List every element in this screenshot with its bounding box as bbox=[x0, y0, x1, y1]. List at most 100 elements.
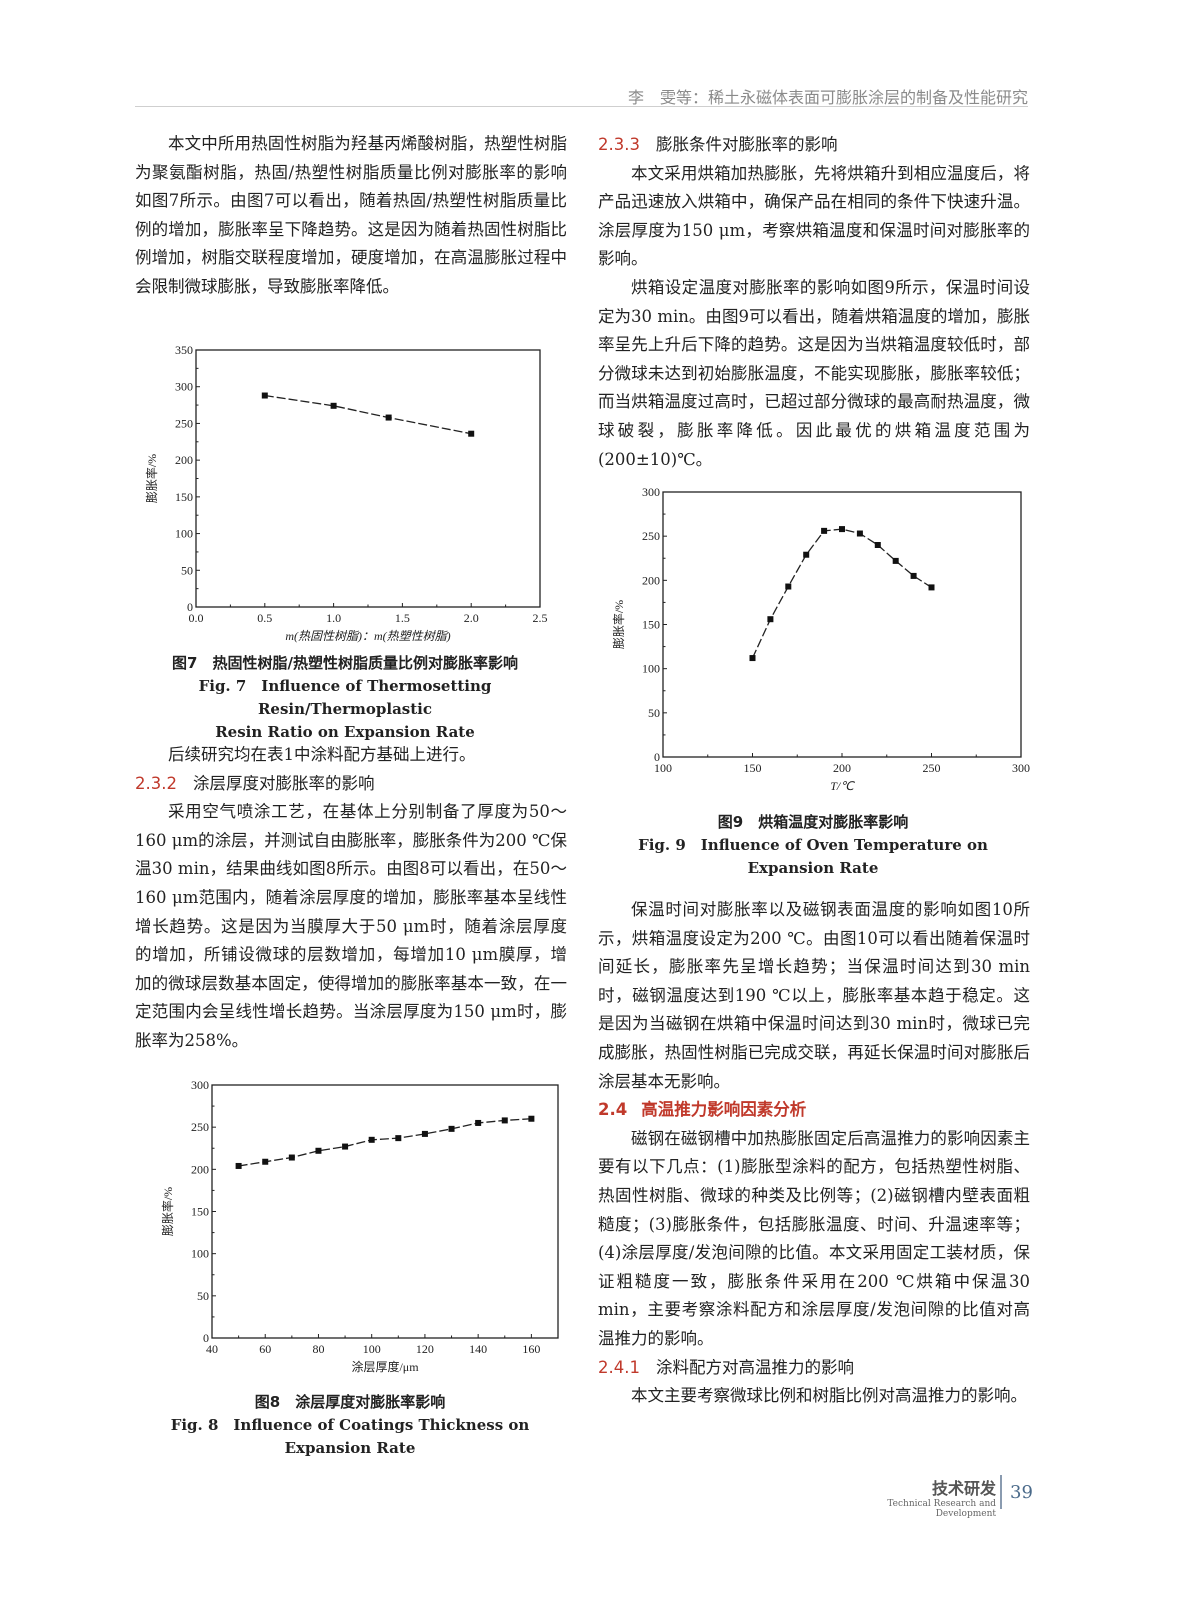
data-point bbox=[892, 557, 899, 564]
paragraph: 后续研究均在表1中涂料配方基础上进行。 bbox=[168, 745, 476, 764]
data-point bbox=[421, 1130, 428, 1137]
data-point bbox=[749, 655, 756, 662]
data-point bbox=[395, 1135, 402, 1142]
x-tick-label: 100 bbox=[654, 761, 672, 775]
y-tick-label: 200 bbox=[191, 1162, 209, 1176]
right-block-2: 保温时间对膨胀率以及磁钢表面温度的影响如图10所示，烘箱温度设定为200 ℃。由… bbox=[598, 896, 1030, 1411]
series-line bbox=[751, 528, 932, 659]
plot-frame bbox=[195, 349, 541, 608]
y-tick-label: 150 bbox=[175, 490, 193, 504]
caption-zh: 图9 烘箱温度对膨胀率影响 bbox=[717, 813, 909, 831]
x-tick-label: 250 bbox=[923, 761, 941, 775]
data-point bbox=[385, 414, 392, 421]
data-point bbox=[475, 1119, 482, 1126]
caption-en: Resin Ratio on Expansion Rate bbox=[215, 723, 475, 741]
y-tick-label: 50 bbox=[181, 563, 193, 577]
paragraph: 磁钢在磁钢槽中加热膨胀固定后高温推力的影响因素主要有以下几点：(1)膨胀型涂料的… bbox=[598, 1128, 1030, 1348]
x-tick-label: 40 bbox=[206, 1342, 218, 1356]
y-tick-label: 150 bbox=[642, 618, 660, 632]
figure-7-chart: 0.0 0.5 1.0 1.5 2.0 2.5 0 50 100 150 200 250 300 350 m… bbox=[144, 343, 548, 643]
footer-section-en: Technical Research and Development bbox=[887, 1499, 996, 1519]
left-block-1: 本文中所用热固性树脂为羟基丙烯酸树脂，热塑性树脂为聚氨酯树脂，热固/热塑性树脂质… bbox=[135, 130, 567, 302]
y-tick-label: 200 bbox=[175, 453, 193, 467]
section-heading-2-4: 2.4 高温推力影响因素分析 bbox=[598, 1096, 1030, 1125]
section-number: 2.4.1 bbox=[598, 1357, 640, 1377]
y-tick-label: 0 bbox=[203, 1331, 209, 1345]
caption-en: Fig. 8 Influence of Coatings Thickness o… bbox=[170, 1416, 530, 1457]
right-block-1: 2.3.3 膨胀条件对膨胀率的影响 本文采用烘箱加热膨胀，先将烘箱升到相应温度后，… bbox=[598, 131, 1030, 474]
data-point bbox=[315, 1147, 322, 1154]
y-tick-label: 250 bbox=[175, 416, 193, 430]
footer-section: 技术研发 Technical Research and Development bbox=[840, 1475, 996, 1519]
section-title: 膨胀条件对膨胀率的影响 bbox=[655, 135, 838, 154]
x-tick-label: 60 bbox=[259, 1342, 271, 1356]
series-line bbox=[238, 1118, 532, 1167]
section-number: 2.3.3 bbox=[598, 135, 640, 154]
data-point bbox=[785, 583, 792, 590]
data-point bbox=[262, 1158, 269, 1165]
y-tick-label: 100 bbox=[191, 1247, 209, 1261]
y-tick-label: 100 bbox=[642, 662, 660, 676]
paragraph: 本文采用烘箱加热膨胀，先将烘箱升到相应温度后，将产品迅速放入烘箱中，确保产品在相… bbox=[598, 163, 1030, 269]
y-tick-label: 50 bbox=[648, 706, 660, 720]
paragraph: 烘箱设定温度对膨胀率的影响如图9所示，保温时间设定为30 min。由图9可以看出… bbox=[598, 277, 1030, 469]
x-tick-label: 1.5 bbox=[395, 611, 410, 625]
header-divider bbox=[135, 106, 1028, 107]
data-point bbox=[528, 1115, 535, 1122]
section-number: 2.4 bbox=[598, 1100, 628, 1120]
y-tick-label: 350 bbox=[175, 343, 193, 357]
x-tick-label: 200 bbox=[833, 761, 851, 775]
caption-zh: 图8 涂层厚度对膨胀率影响 bbox=[254, 1393, 446, 1411]
caption-en: Fig. 9 Influence of Oven Temperature on … bbox=[638, 836, 988, 877]
x-tick-label: 120 bbox=[416, 1342, 434, 1356]
data-point bbox=[368, 1136, 375, 1143]
data-point bbox=[501, 1117, 508, 1124]
running-header: 李 雯等：稀土永磁体表面可膨胀涂层的制备及性能研究 bbox=[627, 88, 1028, 107]
data-point bbox=[928, 584, 935, 591]
caption-en: Fig. 7 Influence of Thermosetting Resin/… bbox=[198, 677, 492, 718]
paragraph: 保温时间对膨胀率以及磁钢表面温度的影响如图10所示，烘箱温度设定为200 ℃。由… bbox=[598, 900, 1030, 1091]
y-axis-label: 膨胀率/% bbox=[611, 600, 626, 649]
figure-9-caption: 图9 烘箱温度对膨胀率影响 Fig. 9 Influence of Oven T… bbox=[593, 811, 1033, 880]
x-axis-label: 涂层厚度/μm bbox=[351, 1359, 419, 1374]
section-title: 涂料配方对高温推力的影响 bbox=[655, 1357, 854, 1377]
section-heading-2-4-1: 2.4.1 涂料配方对高温推力的影响 bbox=[598, 1354, 1030, 1383]
series-line bbox=[264, 394, 472, 435]
section-heading-2-3-2: 2.3.2 涂层厚度对膨胀率的影响 bbox=[135, 770, 567, 799]
y-tick-label: 100 bbox=[175, 527, 193, 541]
data-point bbox=[803, 551, 810, 558]
data-point bbox=[261, 392, 268, 399]
y-tick-label: 150 bbox=[191, 1205, 209, 1219]
paragraph: 本文主要考察微球比例和树脂比例对高温推力的影响。 bbox=[631, 1386, 1027, 1406]
data-point bbox=[910, 572, 917, 579]
section-title: 涂层厚度对膨胀率的影响 bbox=[192, 773, 375, 793]
y-tick-label: 0 bbox=[187, 600, 193, 614]
section-title: 高温推力影响因素分析 bbox=[641, 1100, 807, 1120]
x-tick-label: 0.0 bbox=[189, 611, 204, 625]
x-axis-label: T/℃ bbox=[830, 779, 855, 793]
data-point bbox=[767, 616, 774, 623]
x-tick-label: 150 bbox=[744, 761, 762, 775]
data-point bbox=[468, 430, 475, 437]
y-tick-label: 50 bbox=[197, 1289, 209, 1303]
data-point bbox=[821, 527, 828, 534]
y-tick-label: 0 bbox=[654, 750, 660, 764]
data-point bbox=[288, 1154, 295, 1161]
x-tick-label: 300 bbox=[1012, 761, 1030, 775]
section-number: 2.3.2 bbox=[135, 773, 177, 793]
data-point bbox=[874, 542, 881, 548]
y-axis-label: 膨胀率/% bbox=[144, 454, 159, 503]
data-point bbox=[856, 530, 863, 537]
x-tick-label: 0.5 bbox=[257, 611, 272, 625]
x-tick-label: 2.5 bbox=[533, 611, 548, 625]
x-tick-label: 1.0 bbox=[326, 611, 341, 625]
y-tick-label: 300 bbox=[642, 485, 660, 499]
data-point bbox=[330, 402, 337, 409]
y-tick-label: 200 bbox=[642, 573, 660, 587]
figure-9-chart: 100 150 200 250 300 0 50 100 150 200 250 300 T/℃ 膨胀率/… bbox=[611, 485, 1030, 793]
data-point bbox=[235, 1162, 242, 1169]
data-point bbox=[448, 1125, 455, 1132]
x-tick-label: 100 bbox=[363, 1342, 381, 1356]
y-tick-label: 300 bbox=[175, 380, 193, 394]
